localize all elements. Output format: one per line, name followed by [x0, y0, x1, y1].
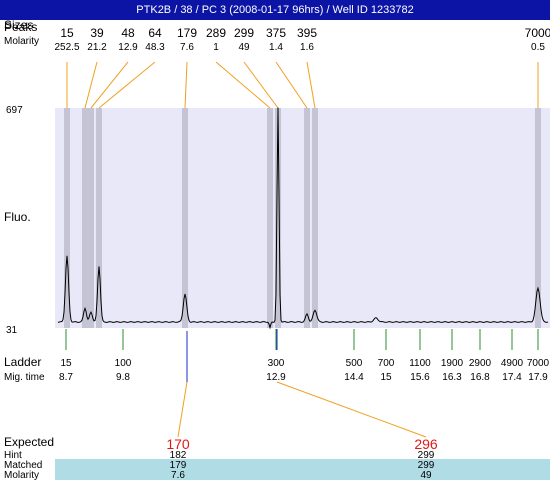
ladder-size-label: 15: [60, 358, 72, 369]
peak-molarity-label: 7.6: [180, 42, 194, 53]
peak-molarity-label: 0.5: [531, 42, 545, 53]
peak-molarity-label: 21.2: [87, 42, 107, 53]
peak-molarity-label: 252.5: [54, 42, 79, 53]
ladder-size-label: 1900: [441, 358, 464, 369]
peak-band: [535, 108, 541, 328]
peak-connector: [215, 61, 271, 109]
expected-connector: [276, 381, 427, 438]
peak-molarity-label: 1: [213, 42, 219, 53]
y-tick-label: 697: [6, 105, 23, 116]
ladder-size-label: 100: [115, 358, 132, 369]
expected-size-label: 296: [414, 436, 438, 452]
peak-band: [182, 108, 188, 328]
peak-molarity-label: 48.3: [145, 42, 165, 53]
ladder-size-label: 2900: [469, 358, 492, 369]
ladder-time-label: 9.8: [116, 372, 130, 383]
peak-molarity-label: 12.9: [118, 42, 138, 53]
molarity-row-highlight: [55, 469, 550, 480]
peak-band: [82, 108, 88, 328]
ladder-time-label: 15.6: [410, 372, 430, 383]
peak-size-label: 48: [121, 26, 135, 40]
peak-connector: [306, 61, 316, 109]
hint-label: Hint: [4, 450, 22, 461]
expected-label: Expected: [4, 435, 55, 449]
ladder-size-label: 500: [346, 358, 363, 369]
peak-size-label: 64: [148, 26, 162, 40]
fluorescence-trace: [57, 107, 549, 330]
peak-connector: [98, 61, 156, 109]
peak-size-label: 299: [234, 26, 254, 40]
y-tick-label: 31: [6, 325, 18, 336]
matched-value: 179: [170, 460, 187, 471]
peak-size-label: 7000: [525, 26, 550, 40]
peak-size-label: 15: [60, 26, 74, 40]
peak-molarity-label: 49: [238, 42, 250, 53]
peak-size-label: 395: [297, 26, 317, 40]
peak-connector: [84, 61, 98, 109]
fluo-label: Fluo.: [4, 210, 31, 224]
matched-row-highlight: [55, 459, 550, 469]
ladder-time-label: 17.4: [502, 372, 522, 383]
peak-band: [88, 108, 94, 328]
peak-size-label: 289: [206, 26, 226, 40]
peak-molarity-label: 1.6: [300, 42, 314, 53]
ladder-time-label: 14.4: [344, 372, 364, 383]
ladder-size-label: 1100: [409, 358, 431, 369]
ladder-time-label: 16.3: [442, 372, 462, 383]
sizes-label: Sizes: [4, 18, 34, 32]
ladder-time-label: 15: [380, 372, 392, 383]
matched-label: Matched: [4, 460, 43, 471]
matched-molarity-value: 49: [420, 470, 432, 480]
peak-band: [64, 108, 70, 328]
ladder-time-label: 8.7: [59, 372, 73, 383]
ladder-size-label: 7000: [527, 358, 550, 369]
peak-connector: [184, 61, 188, 109]
molarity-row-label: Molarity: [4, 470, 40, 481]
molarity-label: Molarity: [4, 36, 40, 47]
expected-connector: [177, 381, 188, 438]
peak-size-label: 375: [266, 26, 286, 40]
chart-title: PTK2B / 38 / PC 3 (2008-01-17 96hrs) / W…: [0, 0, 550, 20]
peaks-label: Peaks: [4, 20, 38, 34]
peak-band: [96, 108, 102, 328]
ladder-size-label: 4900: [501, 358, 524, 369]
matched-molarity-value: 7.6: [171, 470, 185, 480]
hint-value: 299: [418, 450, 435, 461]
peak-size-label: 39: [90, 26, 104, 40]
mig-time-label: Mig. time: [4, 372, 45, 383]
peak-band: [275, 108, 281, 328]
peak-band: [312, 108, 318, 328]
ladder-time-label: 16.8: [470, 372, 490, 383]
ladder-size-label: 700: [378, 358, 395, 369]
peak-molarity-label: 1.4: [269, 42, 283, 53]
hint-value: 182: [170, 450, 187, 461]
ladder-label: Ladder: [4, 355, 42, 369]
peak-band: [267, 108, 273, 328]
peak-size-label: 179: [177, 26, 197, 40]
plot-area: [55, 108, 550, 328]
expected-size-label: 170: [166, 436, 190, 452]
peak-band: [304, 108, 310, 328]
peak-connector: [90, 61, 129, 109]
peak-connector: [275, 61, 308, 109]
matched-value: 299: [418, 460, 435, 471]
ladder-time-label: 17.9: [528, 372, 548, 383]
ladder-size-label: 300: [268, 358, 285, 369]
ladder-time-label: 12.9: [266, 372, 286, 383]
peak-connector: [243, 61, 279, 109]
